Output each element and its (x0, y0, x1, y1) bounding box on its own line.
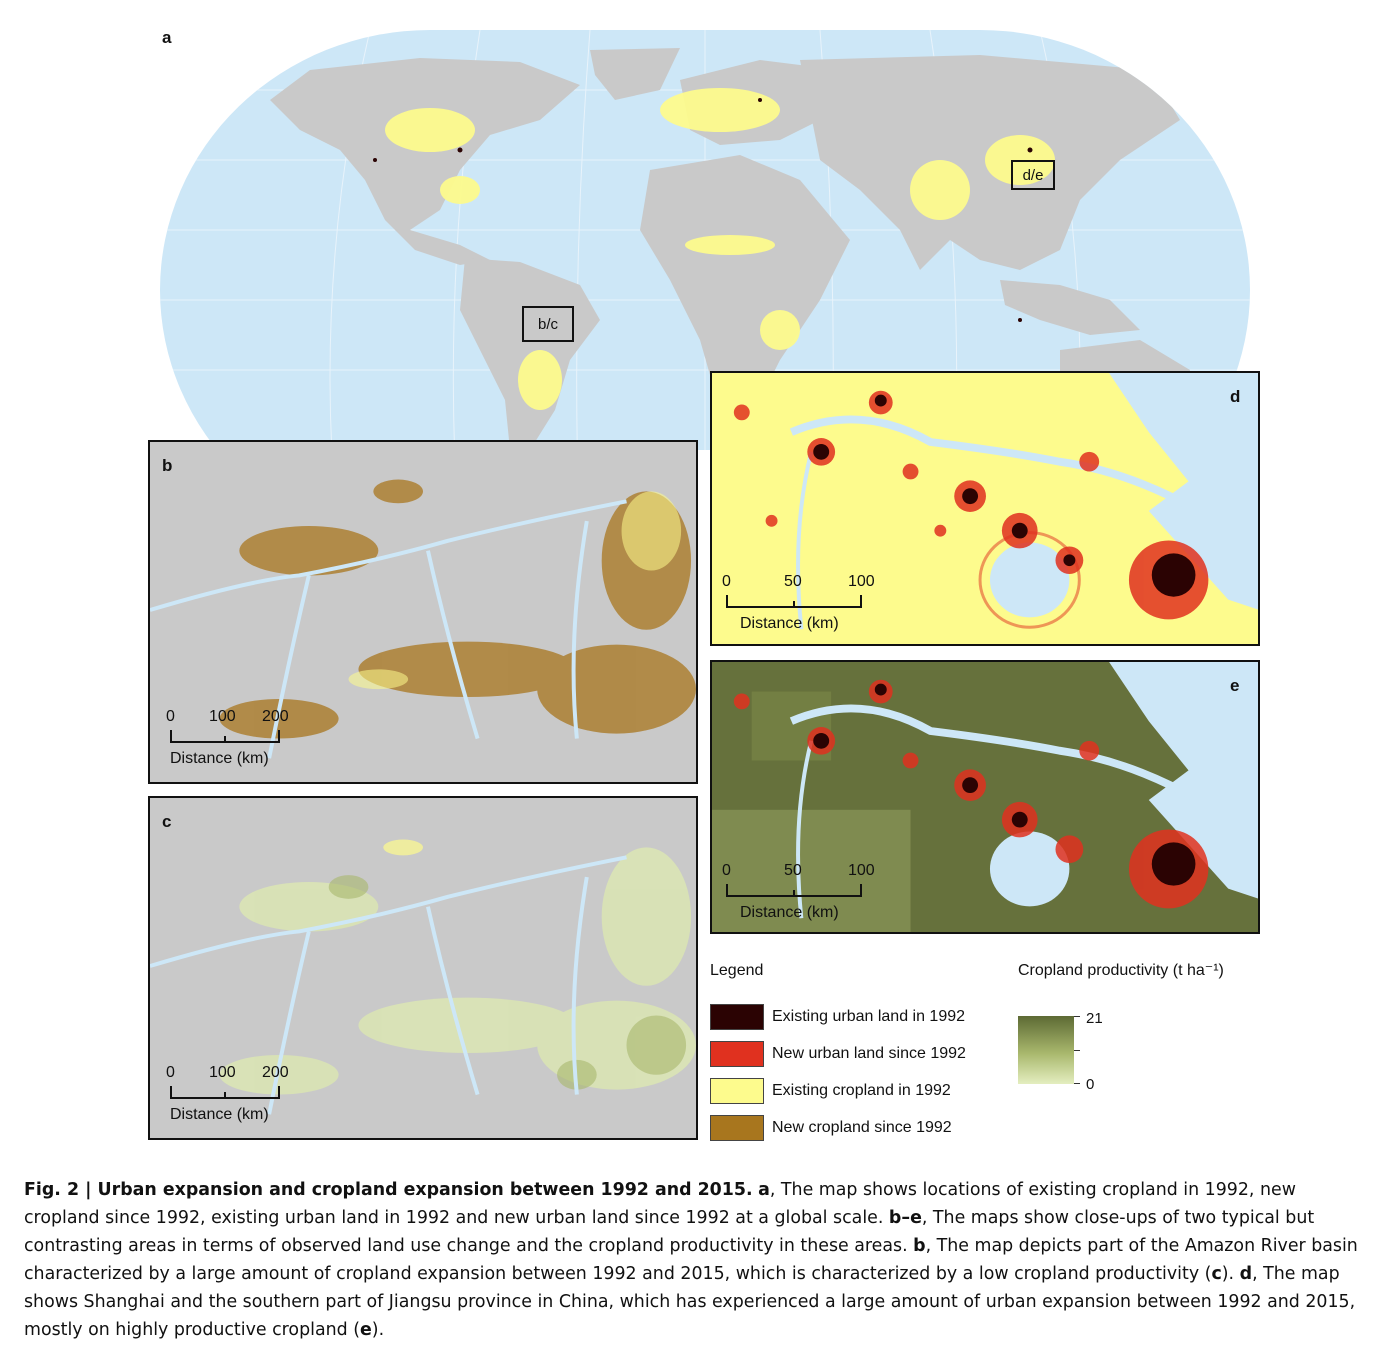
africa (640, 155, 850, 420)
caption-text-be: , The maps show close-ups of two typical… (24, 1208, 1315, 1256)
shanghai-urban-map (712, 373, 1258, 644)
legend-label: Existing urban land in 1992 (772, 1007, 966, 1025)
scale-tick-100: 100 (209, 708, 236, 725)
productivity-title: Cropland productivity (t ha⁻¹) (1018, 962, 1224, 979)
legend-item: New urban land since 1992 (710, 1035, 1010, 1072)
scale-tick-0: 0 (722, 573, 731, 590)
scale-tick-0: 0 (166, 1064, 175, 1081)
caption-key-c: c (1211, 1264, 1222, 1284)
productivity-ticks (1074, 1016, 1082, 1084)
legend-label: New urban land since 1992 (772, 1044, 966, 1062)
figure-caption: Fig. 2 | Urban expansion and cropland ex… (24, 1176, 1369, 1344)
productivity-min: 0 (1086, 1076, 1095, 1093)
caption-fig-label: Fig. 2 | Urban expansion and cropland ex… (24, 1180, 753, 1200)
caption-text-b: , The map depicts part of the Amazon Riv… (24, 1236, 1358, 1284)
caption-text-d: , The map shows Shanghai and the souther… (24, 1264, 1356, 1340)
region-box-bc: b/c (522, 306, 574, 342)
scale-bar-c: 0 100 200 Distance (km) (166, 1064, 366, 1124)
scale-title: Distance (km) (740, 904, 839, 921)
scale-tick-200: 200 (262, 1064, 289, 1081)
caption-key-e: e (359, 1320, 372, 1340)
scale-tick-50: 50 (784, 573, 802, 590)
caption-text-a: , The map shows locations of existing cr… (24, 1180, 1296, 1228)
legend-swatch (710, 1077, 764, 1104)
scale-title: Distance (km) (170, 1106, 269, 1123)
greenland (590, 48, 680, 100)
map-panel-c: c 0 100 200 Distance (km) (148, 796, 698, 1140)
panel-label-b: b (162, 456, 173, 475)
productivity-gradient (1018, 1016, 1074, 1084)
amazon-cropland-map (150, 442, 696, 782)
productivity-colorbar: Cropland productivity (t ha⁻¹) 21 0 (1018, 960, 1278, 1093)
panel-label-a: a (162, 28, 172, 47)
scale-tick-50: 50 (784, 862, 802, 879)
caption-key-be: b–e (888, 1208, 922, 1228)
scale-title: Distance (km) (740, 615, 839, 632)
legend-title: Legend (710, 962, 764, 979)
region-box-de: d/e (1011, 160, 1055, 190)
scale-bar-d: 0 50 100 Distance (km) (722, 573, 922, 633)
scale-tick-0: 0 (166, 708, 175, 725)
scale-tick-100: 100 (848, 573, 875, 590)
panel-label-e: e (1230, 676, 1240, 695)
scale-bar-b: 0 100 200 Distance (km) (166, 708, 366, 768)
legend: Legend Existing urban land in 1992 New u… (710, 962, 1010, 1146)
shanghai-productivity-map (712, 662, 1258, 932)
scale-bar-e: 0 50 100 Distance (km) (722, 862, 922, 922)
panel-label-c: c (162, 812, 172, 831)
scale-tick-100: 100 (848, 862, 875, 879)
map-panel-b: b 0 100 200 Distance (km) (148, 440, 698, 784)
panel-label-d: d (1230, 387, 1241, 406)
legend-swatch (710, 1114, 764, 1141)
caption-key-d: d (1239, 1264, 1253, 1284)
caption-key-a: a (758, 1180, 770, 1200)
map-panel-e: e 0 50 100 Distance (km) (710, 660, 1260, 934)
map-panel-d: d 0 50 100 Distance (km) (710, 371, 1260, 646)
legend-item: Existing urban land in 1992 (710, 998, 1010, 1035)
caption-text-e: ). (371, 1320, 385, 1340)
legend-label: Existing cropland in 1992 (772, 1081, 951, 1099)
scale-tick-200: 200 (262, 708, 289, 725)
scale-tick-100: 100 (209, 1064, 236, 1081)
legend-item: New cropland since 1992 (710, 1109, 1010, 1146)
scale-title: Distance (km) (170, 750, 269, 767)
legend-swatch (710, 1040, 764, 1067)
north-america (270, 58, 580, 265)
legend-item: Existing cropland in 1992 (710, 1072, 1010, 1109)
legend-label: New cropland since 1992 (772, 1118, 952, 1136)
southeast-asia (1000, 280, 1140, 335)
caption-text-c: ). (1221, 1264, 1235, 1284)
productivity-max: 21 (1086, 1010, 1103, 1027)
legend-swatch (710, 1003, 764, 1030)
caption-key-b: b (913, 1236, 926, 1256)
amazon-productivity-map (150, 798, 696, 1138)
scale-tick-0: 0 (722, 862, 731, 879)
